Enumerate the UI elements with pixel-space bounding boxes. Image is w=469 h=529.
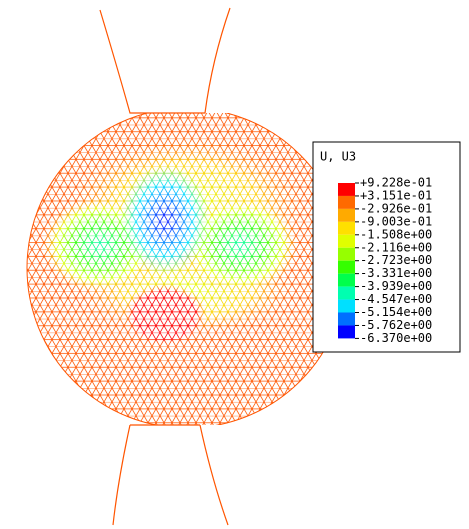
legend-label: -6.370e+00 xyxy=(360,331,432,345)
legend-label: -2.116e+00 xyxy=(360,240,432,254)
legend-swatch xyxy=(338,325,355,338)
viewport: U, U3 +9.228e-01+3.151e-01-2.926e-01-9.0… xyxy=(0,0,469,529)
legend-label: -3.939e+00 xyxy=(360,279,432,293)
legend-swatch xyxy=(338,222,355,235)
legend-swatch xyxy=(338,261,355,274)
legend-title: U, U3 xyxy=(320,150,356,164)
legend-label: -2.723e+00 xyxy=(360,253,432,267)
legend-swatch xyxy=(338,209,355,222)
legend-swatch xyxy=(338,248,355,261)
legend: +9.228e-01+3.151e-01-2.926e-01-9.003e-01… xyxy=(338,176,432,345)
mesh-contour xyxy=(20,100,360,440)
legend-swatch xyxy=(338,287,355,300)
legend-swatch xyxy=(338,274,355,287)
legend-label: -2.926e-01 xyxy=(360,201,432,215)
legend-swatch xyxy=(338,183,355,196)
legend-label: -4.547e+00 xyxy=(360,292,432,306)
legend-swatch xyxy=(338,196,355,209)
legend-label: -5.154e+00 xyxy=(360,305,432,319)
legend-label: -1.508e+00 xyxy=(360,227,432,241)
legend-label: -5.762e+00 xyxy=(360,318,432,332)
legend-swatch xyxy=(338,235,355,248)
legend-label: -9.003e-01 xyxy=(360,214,432,228)
legend-label: +3.151e-01 xyxy=(360,188,432,202)
legend-swatch xyxy=(338,313,355,326)
legend-swatch xyxy=(338,300,355,313)
legend-label: -3.331e+00 xyxy=(360,266,432,280)
legend-label: +9.228e-01 xyxy=(360,176,432,190)
